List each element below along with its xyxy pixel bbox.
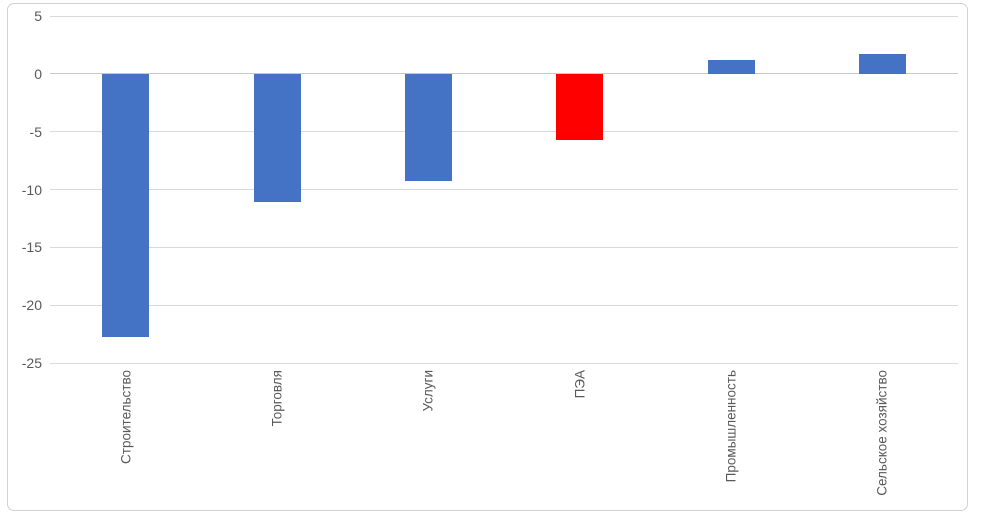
zero-axis-line — [50, 73, 958, 75]
bar-4 — [707, 59, 755, 74]
y-tick-label: 5 — [34, 8, 42, 24]
y-tick-label: 0 — [34, 65, 42, 82]
gridline — [50, 304, 958, 306]
x-category-label: Торговля — [269, 370, 285, 427]
bar-3 — [556, 73, 604, 140]
gridline — [50, 362, 958, 364]
bar-0 — [102, 73, 150, 337]
y-tick-label: -5 — [29, 123, 42, 140]
y-tick-label: -15 — [21, 239, 42, 256]
chart-border — [7, 3, 968, 511]
bar-1 — [253, 73, 301, 203]
gridline — [50, 15, 958, 17]
x-category-label: Услуги — [420, 370, 436, 412]
x-category-label: Промышленность — [723, 370, 739, 483]
bar-5 — [858, 54, 906, 74]
gridline — [50, 246, 958, 248]
gridline — [50, 189, 958, 191]
x-category-label: ПЭА — [572, 370, 588, 399]
x-category-label: Строительство — [118, 370, 134, 464]
bar-2 — [404, 73, 452, 182]
y-tick-label: -25 — [21, 355, 42, 372]
gridline — [50, 131, 958, 133]
x-category-label: Сельское хозяйство — [874, 370, 890, 496]
y-tick-label: -20 — [21, 297, 42, 314]
y-tick-label: -10 — [21, 181, 42, 198]
